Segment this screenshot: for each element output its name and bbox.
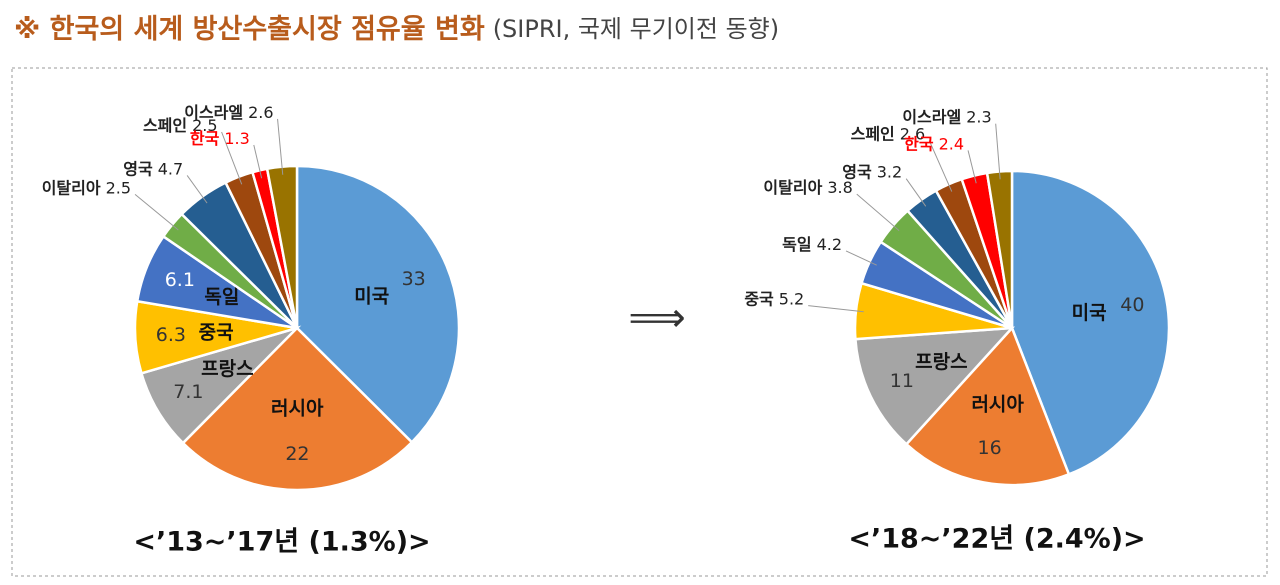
leader-line bbox=[253, 144, 263, 179]
slice-label: 러시아 bbox=[971, 394, 1024, 416]
slice-label: 러시아 bbox=[271, 397, 324, 419]
slice-label: 독일 bbox=[204, 286, 239, 308]
leader-line bbox=[995, 123, 1001, 180]
pie-slice bbox=[854, 326, 1016, 446]
slice-value: 2.6 bbox=[900, 124, 925, 143]
leader-line bbox=[967, 150, 977, 184]
slice-value: 5.2 bbox=[779, 289, 804, 308]
slice-value: 6.3 bbox=[156, 324, 186, 346]
leader-line bbox=[928, 140, 953, 192]
slice-value: 2.3 bbox=[966, 107, 991, 126]
slice-label: 이탈리아 2.5 bbox=[42, 178, 131, 197]
slice-value: 4.7 bbox=[158, 159, 183, 178]
slice-value: 22 bbox=[285, 443, 309, 465]
page-title: ※ 한국의 세계 방산수출시장 점유율 변화 (SIPRI, 국제 무기이전 동향… bbox=[14, 14, 779, 45]
leader-line bbox=[134, 193, 179, 231]
slice-name: 중국 bbox=[744, 289, 774, 308]
slice-name: 독일 bbox=[782, 234, 811, 253]
slice-value: 1.3 bbox=[224, 129, 249, 148]
slice-name: 스페인 bbox=[851, 124, 895, 143]
slice-value: 3.2 bbox=[877, 162, 902, 181]
slice-label: 프랑스 bbox=[915, 351, 967, 373]
slice-name: 스페인 bbox=[143, 116, 187, 135]
pie-slice bbox=[181, 326, 414, 492]
slice-label: 스페인 2.5 bbox=[143, 116, 218, 135]
slice-name: 영국 bbox=[123, 159, 153, 178]
leader-line bbox=[808, 305, 864, 313]
slice-value: 3.8 bbox=[827, 178, 852, 197]
slice-name: 한국 bbox=[904, 134, 934, 153]
pie-slice bbox=[1010, 169, 1171, 476]
slice-value: 11 bbox=[890, 370, 914, 392]
slice-name: 이스라엘 bbox=[902, 107, 961, 126]
pie-caption: <’18~’22년 (2.4%)> bbox=[848, 524, 1145, 555]
slice-label: 프랑스 bbox=[201, 358, 253, 380]
leader-line bbox=[277, 118, 284, 175]
slice-value: 16 bbox=[978, 437, 1002, 459]
slice-label: 이스라엘 2.6 bbox=[184, 102, 273, 121]
slice-label: 미국 bbox=[354, 285, 389, 307]
title-source: (SIPRI, 국제 무기이전 동향) bbox=[493, 15, 779, 43]
pie-slice bbox=[904, 325, 1071, 487]
slice-label: 중국 5.2 bbox=[744, 289, 804, 308]
slice-label: 이탈리아 3.8 bbox=[763, 178, 852, 197]
slice-value: 6.1 bbox=[165, 269, 195, 291]
slice-label: 독일 4.2 bbox=[782, 234, 842, 253]
leader-line bbox=[186, 175, 208, 204]
slice-value: 2.6 bbox=[248, 102, 273, 121]
slice-value: 4.2 bbox=[817, 234, 842, 253]
slice-value: 2.4 bbox=[939, 134, 964, 153]
leader-line bbox=[856, 193, 900, 231]
slice-label: 영국 4.7 bbox=[123, 159, 183, 178]
slice-name: 이탈리아 bbox=[42, 178, 101, 197]
slice-value: 40 bbox=[1120, 294, 1144, 316]
slice-name: 한국 bbox=[190, 129, 220, 148]
arrow: ⟹ bbox=[628, 295, 685, 341]
pie-caption: <’13~’17년 (1.3%)> bbox=[133, 527, 430, 558]
slice-label: 한국 2.4 bbox=[904, 134, 964, 153]
leader-line bbox=[845, 250, 877, 266]
slice-value: 2.5 bbox=[106, 178, 131, 197]
slice-label: 이스라엘 2.3 bbox=[902, 107, 991, 126]
slice-name: 이탈리아 bbox=[763, 178, 822, 197]
slice-name: 영국 bbox=[842, 162, 872, 181]
pie-slice bbox=[295, 164, 461, 445]
slice-value: 7.1 bbox=[173, 381, 203, 403]
slice-name: 이스라엘 bbox=[184, 102, 243, 121]
slice-label: 영국 3.2 bbox=[842, 162, 902, 181]
slice-value: 2.5 bbox=[192, 116, 217, 135]
slice-label: 스페인 2.6 bbox=[851, 124, 926, 143]
slice-label: 미국 bbox=[1072, 302, 1107, 324]
leader-line bbox=[221, 131, 243, 185]
slice-label: 중국 bbox=[199, 321, 234, 343]
slice-label: 한국 1.3 bbox=[190, 129, 250, 148]
leader-line bbox=[905, 178, 927, 207]
slice-value: 33 bbox=[402, 268, 426, 290]
frame bbox=[11, 67, 1268, 577]
title-main: ※ 한국의 세계 방산수출시장 점유율 변화 bbox=[14, 14, 485, 45]
